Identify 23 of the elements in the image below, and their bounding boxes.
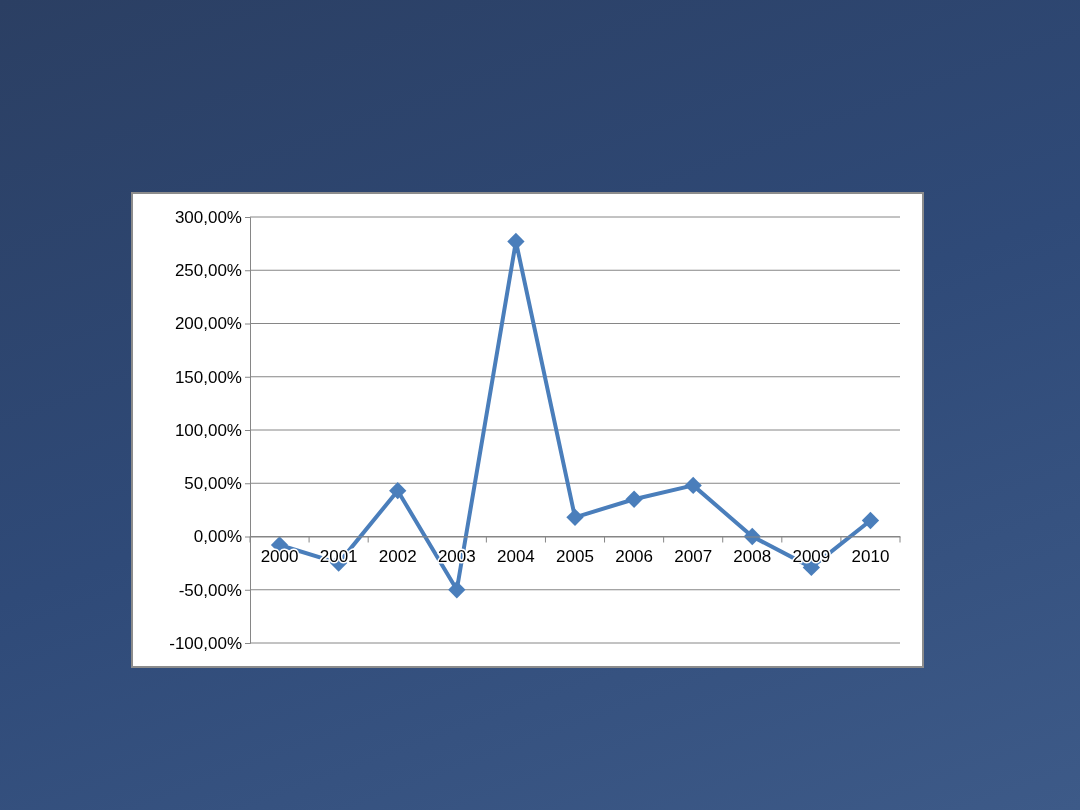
x-tick-label: 2002 [378, 547, 417, 567]
y-tick-label: 0,00% [193, 527, 242, 547]
x-tick-label: 2010 [851, 547, 890, 567]
y-tick-label: 250,00% [174, 261, 242, 281]
x-tick-label: 2004 [497, 547, 535, 567]
y-tick-label: 100,00% [174, 420, 242, 440]
y-tick-label: -100,00% [169, 633, 242, 653]
x-tick-label: 2008 [733, 547, 772, 567]
y-tick-label: 300,00% [174, 207, 242, 227]
point [684, 476, 702, 495]
point [389, 482, 407, 500]
point [566, 508, 584, 526]
y-tick-label: 50,00% [184, 474, 242, 494]
x-tick-label: 2005 [556, 547, 594, 567]
y-tick-label: 150,00% [174, 367, 242, 387]
point [625, 490, 643, 508]
x-tick-label: 2000 [260, 547, 299, 567]
y-tick-label: 200,00% [174, 314, 242, 334]
x-tick-label: 2006 [615, 547, 653, 567]
point [448, 581, 466, 599]
point [861, 511, 880, 530]
x-tick-label: 2007 [674, 547, 713, 567]
y-tick-label: -50,00% [178, 580, 242, 600]
